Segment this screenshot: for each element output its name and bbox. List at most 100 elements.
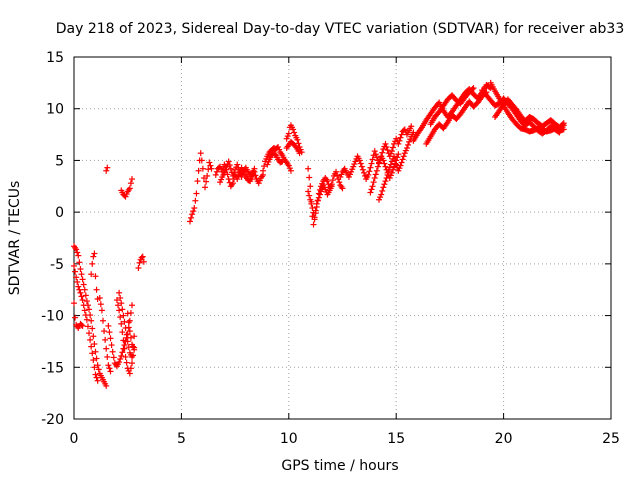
data-point bbox=[314, 197, 321, 204]
data-point bbox=[191, 205, 198, 212]
data-point bbox=[313, 200, 320, 207]
data-point bbox=[106, 365, 113, 372]
data-point bbox=[260, 167, 267, 174]
data-point bbox=[195, 167, 202, 174]
data-point bbox=[73, 246, 80, 253]
plot-frame bbox=[73, 56, 612, 420]
data-point bbox=[78, 293, 85, 300]
data-point bbox=[212, 171, 219, 178]
data-point bbox=[107, 335, 114, 342]
data-point bbox=[120, 312, 127, 319]
data-point bbox=[81, 307, 88, 314]
data-point bbox=[109, 348, 116, 355]
data-point bbox=[89, 260, 96, 267]
data-point bbox=[470, 85, 477, 92]
data-point bbox=[96, 294, 103, 301]
data-point bbox=[71, 262, 77, 269]
data-point bbox=[103, 382, 110, 389]
y-tick-label: -5 bbox=[50, 257, 64, 273]
data-point bbox=[379, 149, 386, 156]
data-point bbox=[126, 185, 133, 192]
data-point bbox=[116, 307, 123, 314]
data-point bbox=[328, 183, 335, 190]
data-point bbox=[381, 181, 388, 188]
data-point bbox=[229, 180, 236, 187]
data-point bbox=[382, 163, 389, 170]
data-point bbox=[91, 364, 98, 371]
data-point bbox=[92, 273, 99, 280]
data-point bbox=[91, 250, 98, 257]
y-tick-label: -20 bbox=[41, 412, 64, 428]
data-point bbox=[336, 179, 343, 186]
data-point bbox=[192, 197, 199, 204]
data-point bbox=[312, 207, 319, 214]
data-point bbox=[234, 176, 241, 183]
data-point bbox=[138, 254, 145, 261]
data-point bbox=[397, 134, 404, 141]
data-point bbox=[370, 179, 377, 186]
data-point bbox=[94, 362, 101, 369]
data-point bbox=[123, 359, 130, 366]
data-point bbox=[206, 159, 213, 166]
data-point bbox=[221, 169, 228, 176]
data-point bbox=[403, 145, 410, 152]
data-points bbox=[71, 79, 567, 389]
data-point bbox=[307, 196, 314, 203]
data-point bbox=[383, 143, 390, 150]
data-point bbox=[261, 163, 268, 170]
data-point bbox=[88, 343, 95, 350]
data-point bbox=[372, 151, 379, 158]
data-point bbox=[559, 121, 566, 128]
data-point bbox=[310, 221, 317, 228]
data-point bbox=[410, 129, 417, 136]
data-point bbox=[251, 165, 258, 172]
data-point bbox=[106, 329, 113, 336]
data-point bbox=[78, 271, 85, 278]
data-point bbox=[86, 330, 93, 337]
data-point bbox=[360, 169, 367, 176]
data-point bbox=[315, 194, 322, 201]
data-point bbox=[103, 167, 110, 174]
data-point bbox=[400, 153, 407, 160]
data-point bbox=[105, 362, 112, 369]
data-point bbox=[74, 278, 81, 285]
data-point bbox=[295, 140, 302, 147]
data-point bbox=[394, 154, 401, 161]
data-point bbox=[120, 337, 127, 344]
data-point bbox=[225, 176, 232, 183]
data-point bbox=[84, 323, 91, 330]
data-point bbox=[73, 274, 80, 281]
y-tick-label: 5 bbox=[55, 153, 64, 169]
data-point bbox=[396, 137, 403, 144]
data-point bbox=[80, 281, 87, 288]
data-point bbox=[271, 151, 278, 158]
data-point bbox=[374, 163, 381, 170]
data-point bbox=[128, 176, 135, 183]
data-point bbox=[122, 353, 129, 360]
data-point bbox=[74, 249, 81, 256]
x-tick-label: 0 bbox=[70, 431, 79, 447]
data-point bbox=[202, 184, 209, 191]
data-point bbox=[98, 307, 105, 314]
data-point bbox=[197, 150, 204, 157]
data-point bbox=[128, 302, 135, 309]
data-point bbox=[222, 166, 229, 173]
data-point bbox=[77, 266, 84, 273]
data-point bbox=[78, 321, 85, 328]
data-point bbox=[305, 188, 312, 195]
data-point bbox=[199, 165, 206, 172]
data-point bbox=[291, 129, 298, 136]
data-point bbox=[365, 171, 372, 178]
data-point bbox=[469, 86, 476, 93]
data-point bbox=[235, 165, 242, 172]
y-tick-label: 0 bbox=[55, 205, 64, 221]
data-point bbox=[115, 302, 122, 309]
data-point bbox=[79, 322, 86, 329]
data-point bbox=[121, 345, 128, 352]
data-point bbox=[75, 283, 82, 290]
data-point bbox=[207, 162, 214, 169]
data-point bbox=[135, 264, 142, 271]
data-point bbox=[382, 178, 389, 185]
data-point bbox=[126, 328, 133, 335]
